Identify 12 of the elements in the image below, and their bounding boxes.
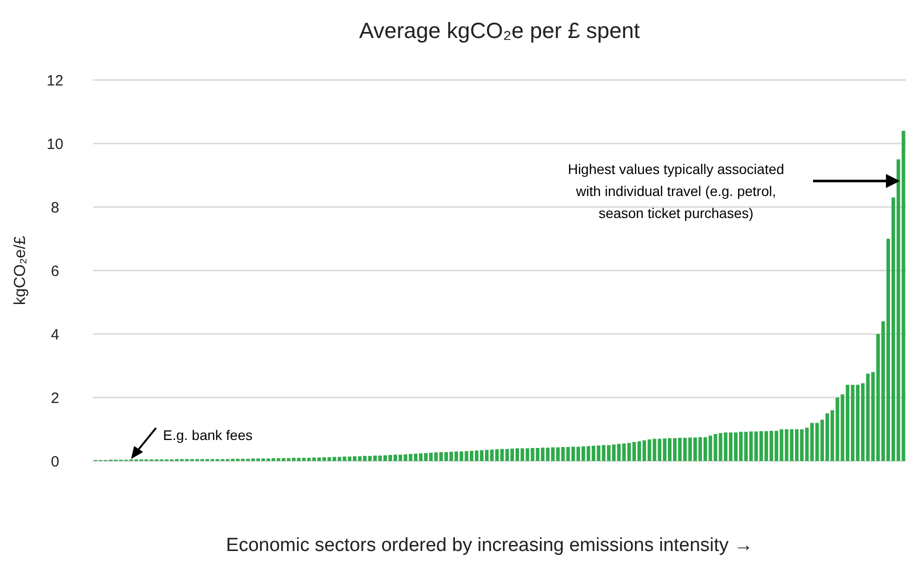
annotation: Highest values typically associated with individual travel (e.g. petrol, season ticket purchases) [568,161,784,221]
y-axis-title: kgCO₂e/£ [12,236,29,306]
y-tick-label: 10 [46,136,64,153]
y-tick-label: 12 [46,72,64,90]
chart-title: Average kgCO₂e per £ spent [359,18,640,43]
x-axis-title: Economic sectors ordered by increasing emissions intensity → [226,535,753,556]
annotation: E.g. bank fees [163,427,253,443]
y-tick-label: 6 [50,262,60,280]
y-tick-label: 8 [50,199,60,216]
y-tick-label: 2 [50,390,60,407]
y-tick-label: 4 [50,326,60,344]
y-tick-label: 0 [50,453,60,470]
